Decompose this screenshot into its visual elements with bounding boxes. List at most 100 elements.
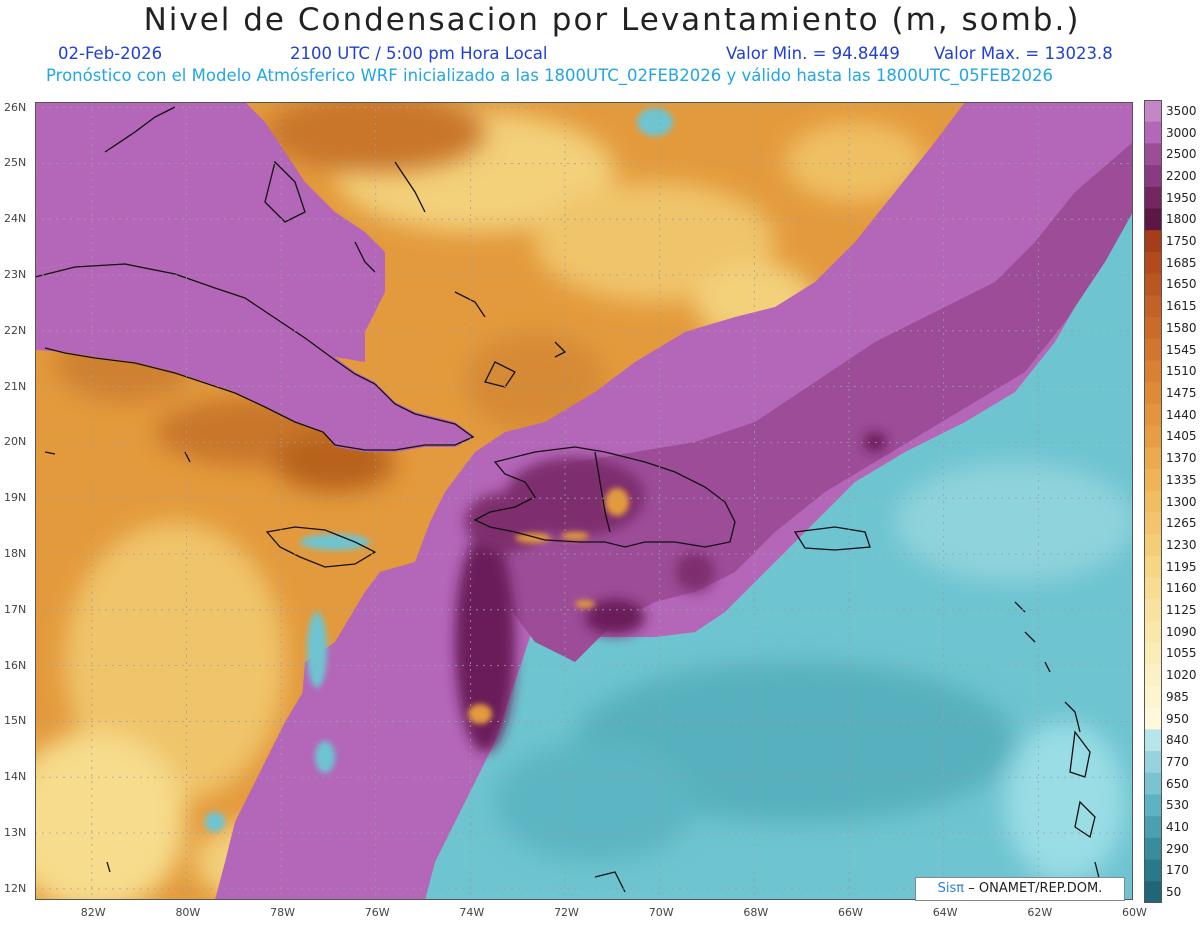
colorbar-label: 1440 xyxy=(1166,407,1197,422)
colorbar-label: 1950 xyxy=(1166,190,1197,205)
colorbar-label: 1090 xyxy=(1166,624,1197,639)
lat-tick-label: 15N xyxy=(4,714,27,728)
lat-tick-label: 24N xyxy=(4,212,27,226)
colorbar-swatch xyxy=(1144,794,1162,817)
colorbar-swatch xyxy=(1144,251,1162,275)
lon-tick-label: 70W xyxy=(648,906,674,919)
colorbar-label: 1300 xyxy=(1166,494,1197,509)
colorbar-label: 770 xyxy=(1166,754,1189,769)
colorbar-swatch xyxy=(1144,685,1162,709)
colorbar-label: 1510 xyxy=(1166,364,1197,379)
colorbar-label: 3500 xyxy=(1166,103,1197,118)
colorbar-swatch xyxy=(1144,729,1162,752)
colorbar-swatches xyxy=(1144,100,1162,903)
colorbar-swatch xyxy=(1144,751,1162,774)
colorbar-label: 985 xyxy=(1166,689,1189,704)
lat-lon-grid xyxy=(35,102,1133,900)
colorbar-label: 840 xyxy=(1166,733,1189,748)
lat-tick-label: 14N xyxy=(4,770,27,784)
colorbar-swatch xyxy=(1144,555,1162,578)
lon-tick-label: 64W xyxy=(932,906,958,919)
colorbar-swatch xyxy=(1144,707,1162,730)
colorbar-label: 1230 xyxy=(1166,537,1197,552)
colorbar-label: 530 xyxy=(1166,798,1189,813)
lon-tick-label: 76W xyxy=(364,906,390,919)
colorbar-label: 1615 xyxy=(1166,299,1197,314)
lat-tick-label: 21N xyxy=(4,379,27,393)
colorbar-swatch xyxy=(1144,468,1162,492)
lcl-cuba-purple xyxy=(35,262,475,452)
map-title: Nivel de Condensacion por Levantamiento … xyxy=(143,2,1081,38)
lon-tick-label: 60W xyxy=(1122,906,1147,919)
forecast-date: 02-Feb-2026 xyxy=(58,44,163,63)
colorbar-swatch xyxy=(1144,121,1162,144)
max-value: Valor Max. = 13023.8 xyxy=(934,44,1113,63)
colorbar-swatch xyxy=(1144,881,1162,903)
colorbar-swatch xyxy=(1144,186,1162,210)
colorbar-border xyxy=(1144,100,1162,903)
colorbar-swatch xyxy=(1144,338,1162,361)
colorbar-label: 1160 xyxy=(1166,581,1197,596)
colorbar-label: 1750 xyxy=(1166,234,1197,249)
colorbar-swatch xyxy=(1144,295,1162,318)
colorbar-swatch xyxy=(1144,837,1162,861)
min-value: Valor Min. = 94.8449 xyxy=(726,44,900,63)
colorbar-label: 290 xyxy=(1166,841,1189,856)
colorbar-swatch xyxy=(1144,403,1162,427)
colorbar-swatch xyxy=(1144,317,1162,340)
lat-tick-label: 18N xyxy=(4,547,27,560)
colorbar-label: 1580 xyxy=(1166,320,1197,335)
colorbar-label: 1195 xyxy=(1166,559,1197,574)
colorbar-swatch xyxy=(1144,425,1162,448)
colorbar-label: 3000 xyxy=(1166,125,1197,140)
lon-tick-label: 68W xyxy=(743,906,769,919)
lcl-purple-mid xyxy=(495,142,1133,662)
colorbar-swatch xyxy=(1144,859,1162,882)
colorbar-swatch xyxy=(1144,620,1162,644)
colorbar-swatch xyxy=(1144,816,1162,839)
colorbar-swatch xyxy=(1144,165,1162,188)
colorbar-swatch xyxy=(1144,208,1162,231)
colorbar-label: 950 xyxy=(1166,711,1189,726)
colorbar-label: 1545 xyxy=(1166,342,1197,357)
colorbar-label: 1685 xyxy=(1166,255,1197,270)
colorbar-swatch xyxy=(1144,230,1162,253)
colorbar-swatch xyxy=(1144,490,1162,513)
lon-tick-label: 66W xyxy=(838,906,863,919)
colorbar-swatch xyxy=(1144,143,1162,166)
map-frame xyxy=(35,102,1133,900)
lat-tick-label: 26N xyxy=(4,100,27,114)
lon-tick-label: 78W xyxy=(270,906,295,919)
colorbar-label: 1125 xyxy=(1166,603,1197,617)
map-canvas xyxy=(35,102,1133,900)
lat-tick-label: 13N xyxy=(4,826,27,840)
forecast-time: 2100 UTC / 5:00 pm Hora Local xyxy=(290,44,548,63)
colorbar-label: 410 xyxy=(1166,820,1189,835)
lcl-northwest-purple xyxy=(35,102,385,362)
colorbar-swatch xyxy=(1144,642,1162,665)
lat-tick-label: 23N xyxy=(4,267,27,281)
lon-tick-label: 80W xyxy=(175,906,201,919)
watermark: Sisπ – ONAMET/REP.DOM. xyxy=(915,877,1125,901)
colorbar-swatch xyxy=(1144,512,1162,535)
colorbar-label: 50 xyxy=(1166,885,1182,900)
lon-tick-label: 74W xyxy=(459,906,485,919)
colorbar-swatch xyxy=(1144,599,1162,622)
colorbar-swatch xyxy=(1144,273,1162,296)
lat-tick-label: 22N xyxy=(4,323,27,337)
lat-tick-label: 20N xyxy=(4,435,27,449)
colorbar-label: 650 xyxy=(1166,776,1189,791)
lon-tick-label: 82W xyxy=(80,906,106,919)
lon-tick-label: 72W xyxy=(554,906,579,919)
lat-tick-label: 17N xyxy=(4,602,27,616)
colorbar-label: 2500 xyxy=(1166,147,1197,162)
lat-tick-label: 12N xyxy=(4,881,27,895)
colorbar-label: 1370 xyxy=(1166,451,1197,466)
lat-tick-label: 25N xyxy=(4,156,27,170)
colorbar-label: 170 xyxy=(1166,863,1189,878)
colorbar xyxy=(1144,100,1162,903)
model-description: Pronóstico con el Modelo Atmósferico WRF… xyxy=(46,66,1054,85)
colorbar-label: 1020 xyxy=(1166,668,1197,683)
colorbar-label: 1800 xyxy=(1166,212,1197,227)
colorbar-swatch xyxy=(1144,447,1162,470)
